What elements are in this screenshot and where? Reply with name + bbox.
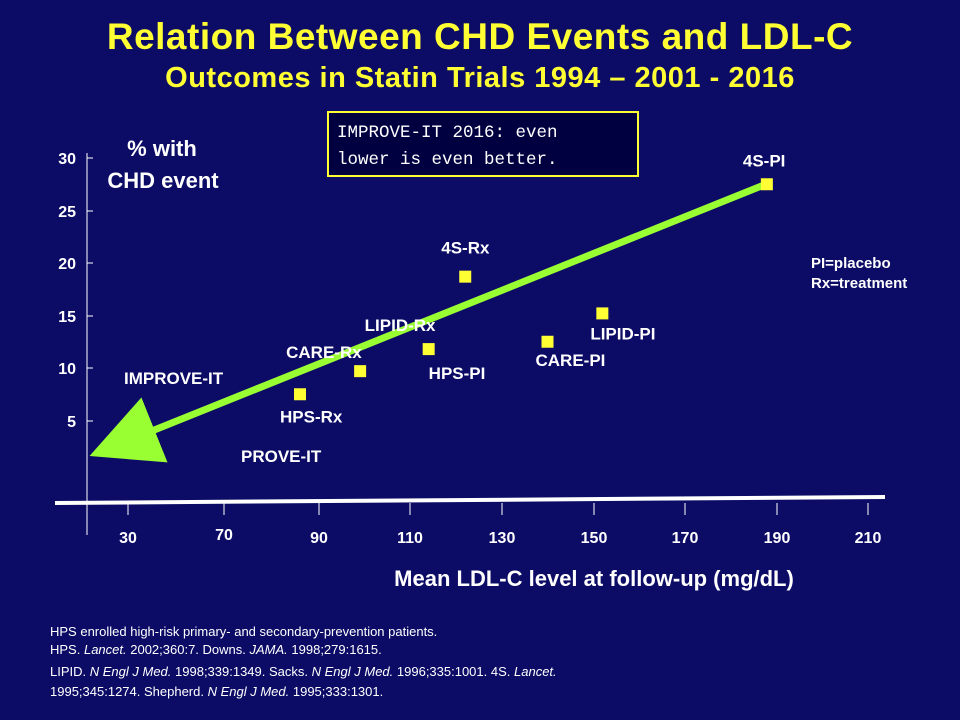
reference-text: 1998;339:1349. Sacks. bbox=[171, 664, 312, 679]
reference-text: HPS. bbox=[50, 642, 84, 657]
reference-journal: N Engl J Med. bbox=[311, 664, 394, 679]
point-label: 4S-PI bbox=[743, 151, 786, 170]
reference-journal: Lancet. bbox=[514, 664, 557, 679]
reference-line-4: 1995;345:1274. Shepherd. N Engl J Med. 1… bbox=[50, 682, 383, 702]
x-ticks: 30 70 90 110 130 150 170 190 210 bbox=[119, 503, 881, 547]
data-points bbox=[294, 178, 773, 401]
trend-arrow-group bbox=[89, 179, 773, 463]
reference-text: 1996;335:1001. 4S. bbox=[393, 664, 514, 679]
y-tick-label: 30 bbox=[58, 151, 76, 168]
y-axis-label-line1: % with bbox=[127, 136, 197, 161]
y-tick-label: 10 bbox=[58, 361, 76, 378]
x-tick-label: 210 bbox=[855, 530, 882, 547]
point-label: 4S-Rx bbox=[441, 239, 490, 258]
trend-arrow bbox=[89, 179, 773, 463]
y-axis-label-line2: CHD event bbox=[107, 168, 219, 193]
y-tick-label: 25 bbox=[58, 204, 76, 221]
point-label: LIPID-PI bbox=[590, 324, 655, 343]
x-tick-label: 130 bbox=[489, 530, 516, 547]
reference-journal: JAMA. bbox=[249, 642, 288, 657]
point-label: HPS-PI bbox=[429, 364, 486, 383]
chart-subtitle: Outcomes in Statin Trials 1994 – 2001 - … bbox=[165, 62, 795, 94]
trial-label: PROVE-IT bbox=[241, 447, 322, 466]
point-label: HPS-Rx bbox=[280, 407, 343, 426]
reference-text: 1995;333:1301. bbox=[289, 684, 384, 699]
data-point bbox=[760, 178, 773, 191]
reference-text: 1995;345:1274. Shepherd. bbox=[50, 684, 208, 699]
y-tick-label: 15 bbox=[58, 309, 76, 326]
x-axis-label: Mean LDL-C level at follow-up (mg/dL) bbox=[394, 566, 794, 591]
x-tick-label: 90 bbox=[310, 530, 328, 547]
y-tick-label: 5 bbox=[67, 414, 76, 431]
data-point bbox=[294, 388, 306, 401]
point-label: LIPID-Rx bbox=[365, 316, 436, 335]
annotation-line1: IMPROVE-IT 2016: even bbox=[337, 123, 558, 143]
x-tick-label: 170 bbox=[672, 530, 699, 547]
legend-treatment: Rx=treatment bbox=[811, 275, 907, 292]
data-point bbox=[422, 343, 435, 356]
data-point bbox=[459, 270, 472, 283]
x-tick-label: 30 bbox=[119, 530, 137, 547]
y-tick-label: 20 bbox=[58, 256, 76, 273]
reference-journal: N Engl J Med. bbox=[89, 664, 172, 679]
reference-journal: N Engl J Med. bbox=[207, 684, 290, 699]
reference-line-2: HPS. Lancet. 2002;360:7. Downs. JAMA. 19… bbox=[50, 640, 382, 660]
annotation-line2: lower is even better. bbox=[337, 150, 558, 170]
reference-line-1: HPS enrolled high-risk primary- and seco… bbox=[50, 622, 437, 642]
reference-line-3: LIPID. N Engl J Med. 1998;339:1349. Sack… bbox=[50, 662, 557, 682]
reference-text: HPS enrolled high-risk primary- and seco… bbox=[50, 624, 438, 639]
legend-placebo: PI=placebo bbox=[811, 255, 891, 272]
point-label: CARE-Rx bbox=[286, 343, 362, 362]
annotation-box bbox=[327, 111, 639, 177]
reference-text: 2002;360:7. Downs. bbox=[126, 642, 250, 657]
reference-text: LIPID. bbox=[50, 664, 90, 679]
data-point bbox=[354, 365, 367, 378]
x-tick-label: 190 bbox=[764, 530, 791, 547]
data-point bbox=[596, 307, 609, 320]
chart-title: Relation Between CHD Events and LDL-C bbox=[106, 16, 854, 57]
reference-journal: Lancet. bbox=[83, 642, 127, 657]
trial-label: IMPROVE-IT bbox=[124, 369, 224, 388]
x-tick-label: 110 bbox=[397, 530, 423, 547]
x-tick-label: 70 bbox=[215, 527, 233, 544]
point-labels: 4S-PI 4S-Rx LIPID-PI CARE-PI LIPID-Rx HPS-PI C… bbox=[124, 151, 785, 466]
x-axis-line bbox=[54, 495, 886, 505]
reference-text: 1998;279:1615. bbox=[287, 642, 382, 657]
data-point bbox=[541, 335, 554, 348]
x-tick-label: 150 bbox=[581, 530, 608, 547]
y-ticks: 30 25 20 15 10 5 bbox=[58, 151, 93, 431]
point-label: CARE-PI bbox=[536, 351, 606, 370]
